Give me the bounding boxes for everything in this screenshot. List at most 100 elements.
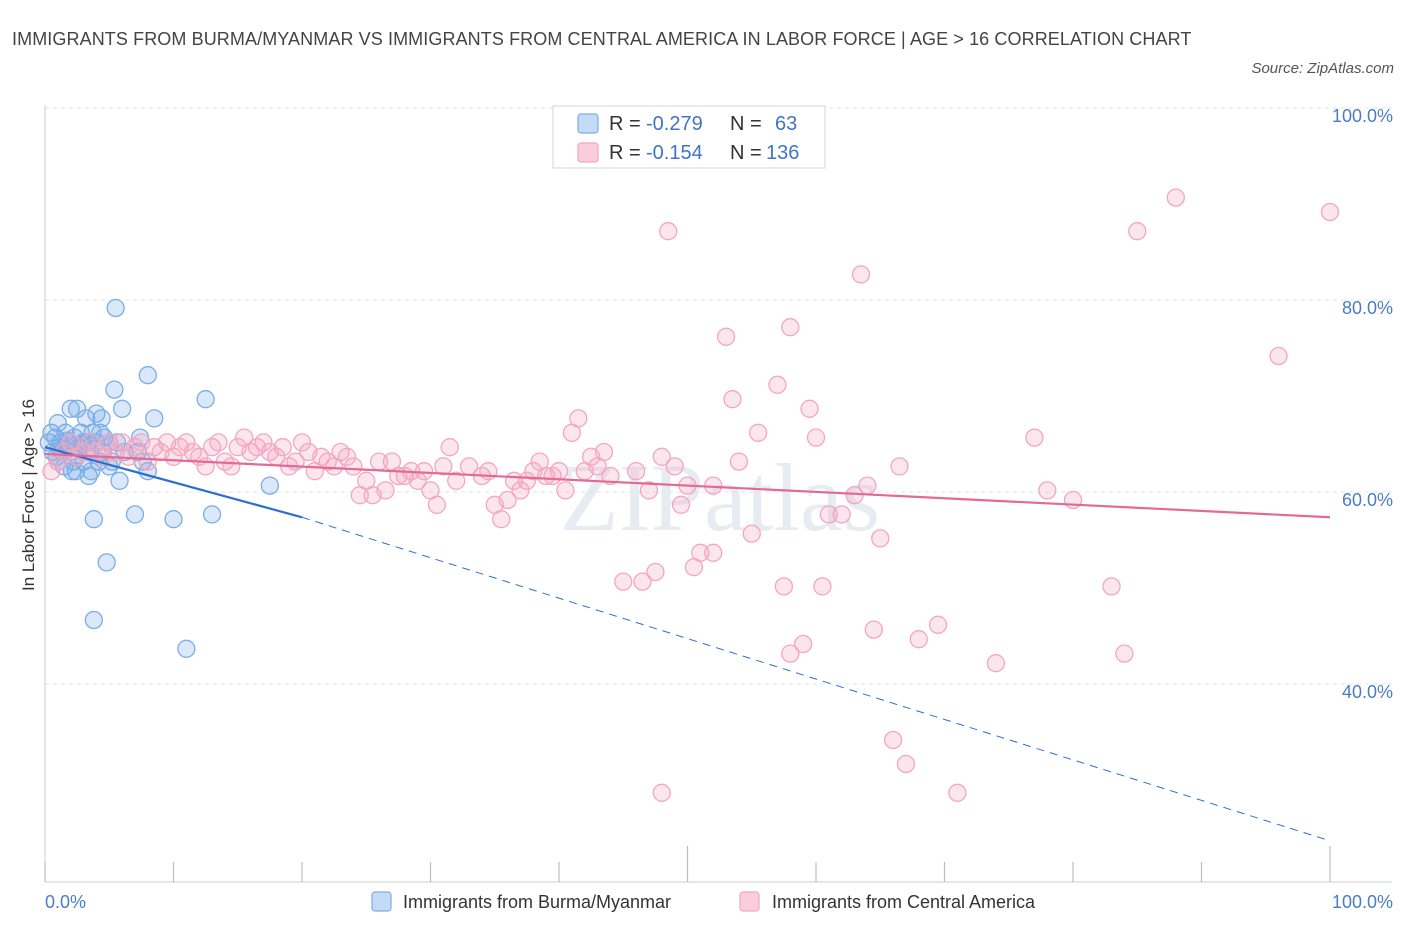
data-point — [781, 644, 800, 663]
data-point — [254, 433, 273, 452]
legend-swatch-burma — [577, 113, 599, 134]
data-point — [742, 524, 761, 543]
data-point — [549, 462, 569, 481]
data-point — [177, 433, 196, 452]
data-point — [427, 495, 447, 514]
legend-n-label-1: N = — [730, 113, 762, 135]
data-point — [671, 495, 691, 514]
data-point — [1320, 202, 1340, 222]
x-tick-labels: 0.0% 100.0% — [45, 892, 1393, 912]
x-tick-label: 100.0% — [1332, 892, 1393, 912]
data-point — [691, 543, 710, 562]
data-point — [48, 414, 67, 433]
legend-r-label-2: R = — [609, 142, 641, 164]
trend-line-burma — [44, 446, 303, 519]
y-tick-label: 100.0% — [1332, 106, 1393, 126]
data-point — [794, 634, 813, 654]
data-point — [292, 433, 312, 452]
data-point — [414, 462, 434, 481]
data-point — [145, 409, 164, 428]
data-point — [105, 380, 124, 399]
bottom-legend-swatch-burma — [371, 891, 392, 912]
data-point — [1128, 222, 1147, 241]
data-point — [614, 572, 633, 591]
data-point — [337, 447, 357, 466]
data-point — [79, 466, 98, 486]
data-point — [177, 639, 196, 658]
data-point — [434, 457, 453, 476]
watermark: ZIPatlas — [560, 444, 880, 551]
data-point — [871, 529, 890, 548]
data-point — [1166, 188, 1185, 207]
data-point — [196, 390, 215, 409]
data-point — [138, 366, 157, 385]
data-point — [202, 505, 222, 524]
data-point — [851, 265, 871, 284]
data-point — [601, 466, 620, 486]
data-point — [896, 754, 916, 774]
data-point — [928, 615, 948, 634]
data-point — [729, 452, 749, 471]
data-point — [209, 433, 228, 452]
data-point — [556, 481, 575, 500]
data-point — [569, 409, 588, 428]
data-point — [84, 510, 103, 529]
y-tick-label: 80.0% — [1342, 298, 1393, 318]
data-point — [832, 505, 851, 524]
data-point — [447, 471, 466, 490]
data-point — [1025, 428, 1044, 447]
legend-r-value-2: -0.154 — [646, 142, 703, 164]
data-point — [864, 620, 883, 639]
series-legend: Immigrants from Burma/Myanmar Immigrants… — [371, 891, 1036, 912]
data-point — [858, 476, 877, 495]
data-point — [774, 577, 794, 596]
source-label: Source: ZipAtlas.com — [1251, 60, 1394, 77]
data-point — [806, 428, 826, 447]
data-point — [723, 390, 742, 409]
data-point — [1269, 346, 1288, 366]
data-point — [133, 452, 152, 471]
data-point — [61, 399, 80, 418]
data-point — [646, 562, 665, 582]
data-point — [511, 481, 530, 500]
data-point — [62, 462, 82, 481]
y-axis-label: In Labor Force | Age > 16 — [19, 399, 38, 591]
data-point — [659, 222, 678, 241]
data-point — [1115, 644, 1134, 663]
data-point — [222, 457, 241, 476]
data-point — [80, 433, 100, 452]
data-point — [106, 298, 125, 318]
data-point — [652, 783, 671, 802]
chart-title: IMMIGRANTS FROM BURMA/MYANMAR VS IMMIGRA… — [12, 29, 1192, 49]
data-point — [125, 505, 145, 524]
legend-n-label-2: N = — [730, 142, 762, 164]
data-point — [626, 462, 646, 481]
data-point — [639, 481, 659, 500]
y-tick-labels: 40.0% 60.0% 80.0% 100.0% — [1332, 106, 1393, 702]
data-point — [498, 490, 517, 510]
y-tick-label: 40.0% — [1342, 682, 1393, 702]
data-point — [1038, 481, 1057, 500]
data-point — [594, 442, 614, 462]
data-point — [948, 783, 967, 802]
bottom-legend-label-burma: Immigrants from Burma/Myanmar — [403, 892, 671, 912]
data-point — [97, 553, 116, 572]
grid — [45, 107, 1392, 685]
data-point — [112, 399, 132, 418]
data-point — [273, 438, 292, 457]
data-point — [652, 447, 671, 466]
data-point — [492, 510, 511, 529]
trend-line-central-america — [44, 452, 1331, 519]
data-point — [781, 318, 800, 337]
data-point — [883, 730, 903, 750]
data-point — [84, 610, 103, 630]
bottom-legend-swatch-central-america — [739, 891, 760, 912]
stats-legend: R = -0.279 N = 63 R = -0.154 N = 136 — [552, 105, 826, 169]
data-point — [376, 481, 395, 500]
data-point — [819, 505, 838, 524]
axes — [44, 105, 1392, 883]
data-point — [110, 471, 129, 490]
data-point — [1102, 577, 1121, 596]
data-point — [100, 433, 119, 452]
